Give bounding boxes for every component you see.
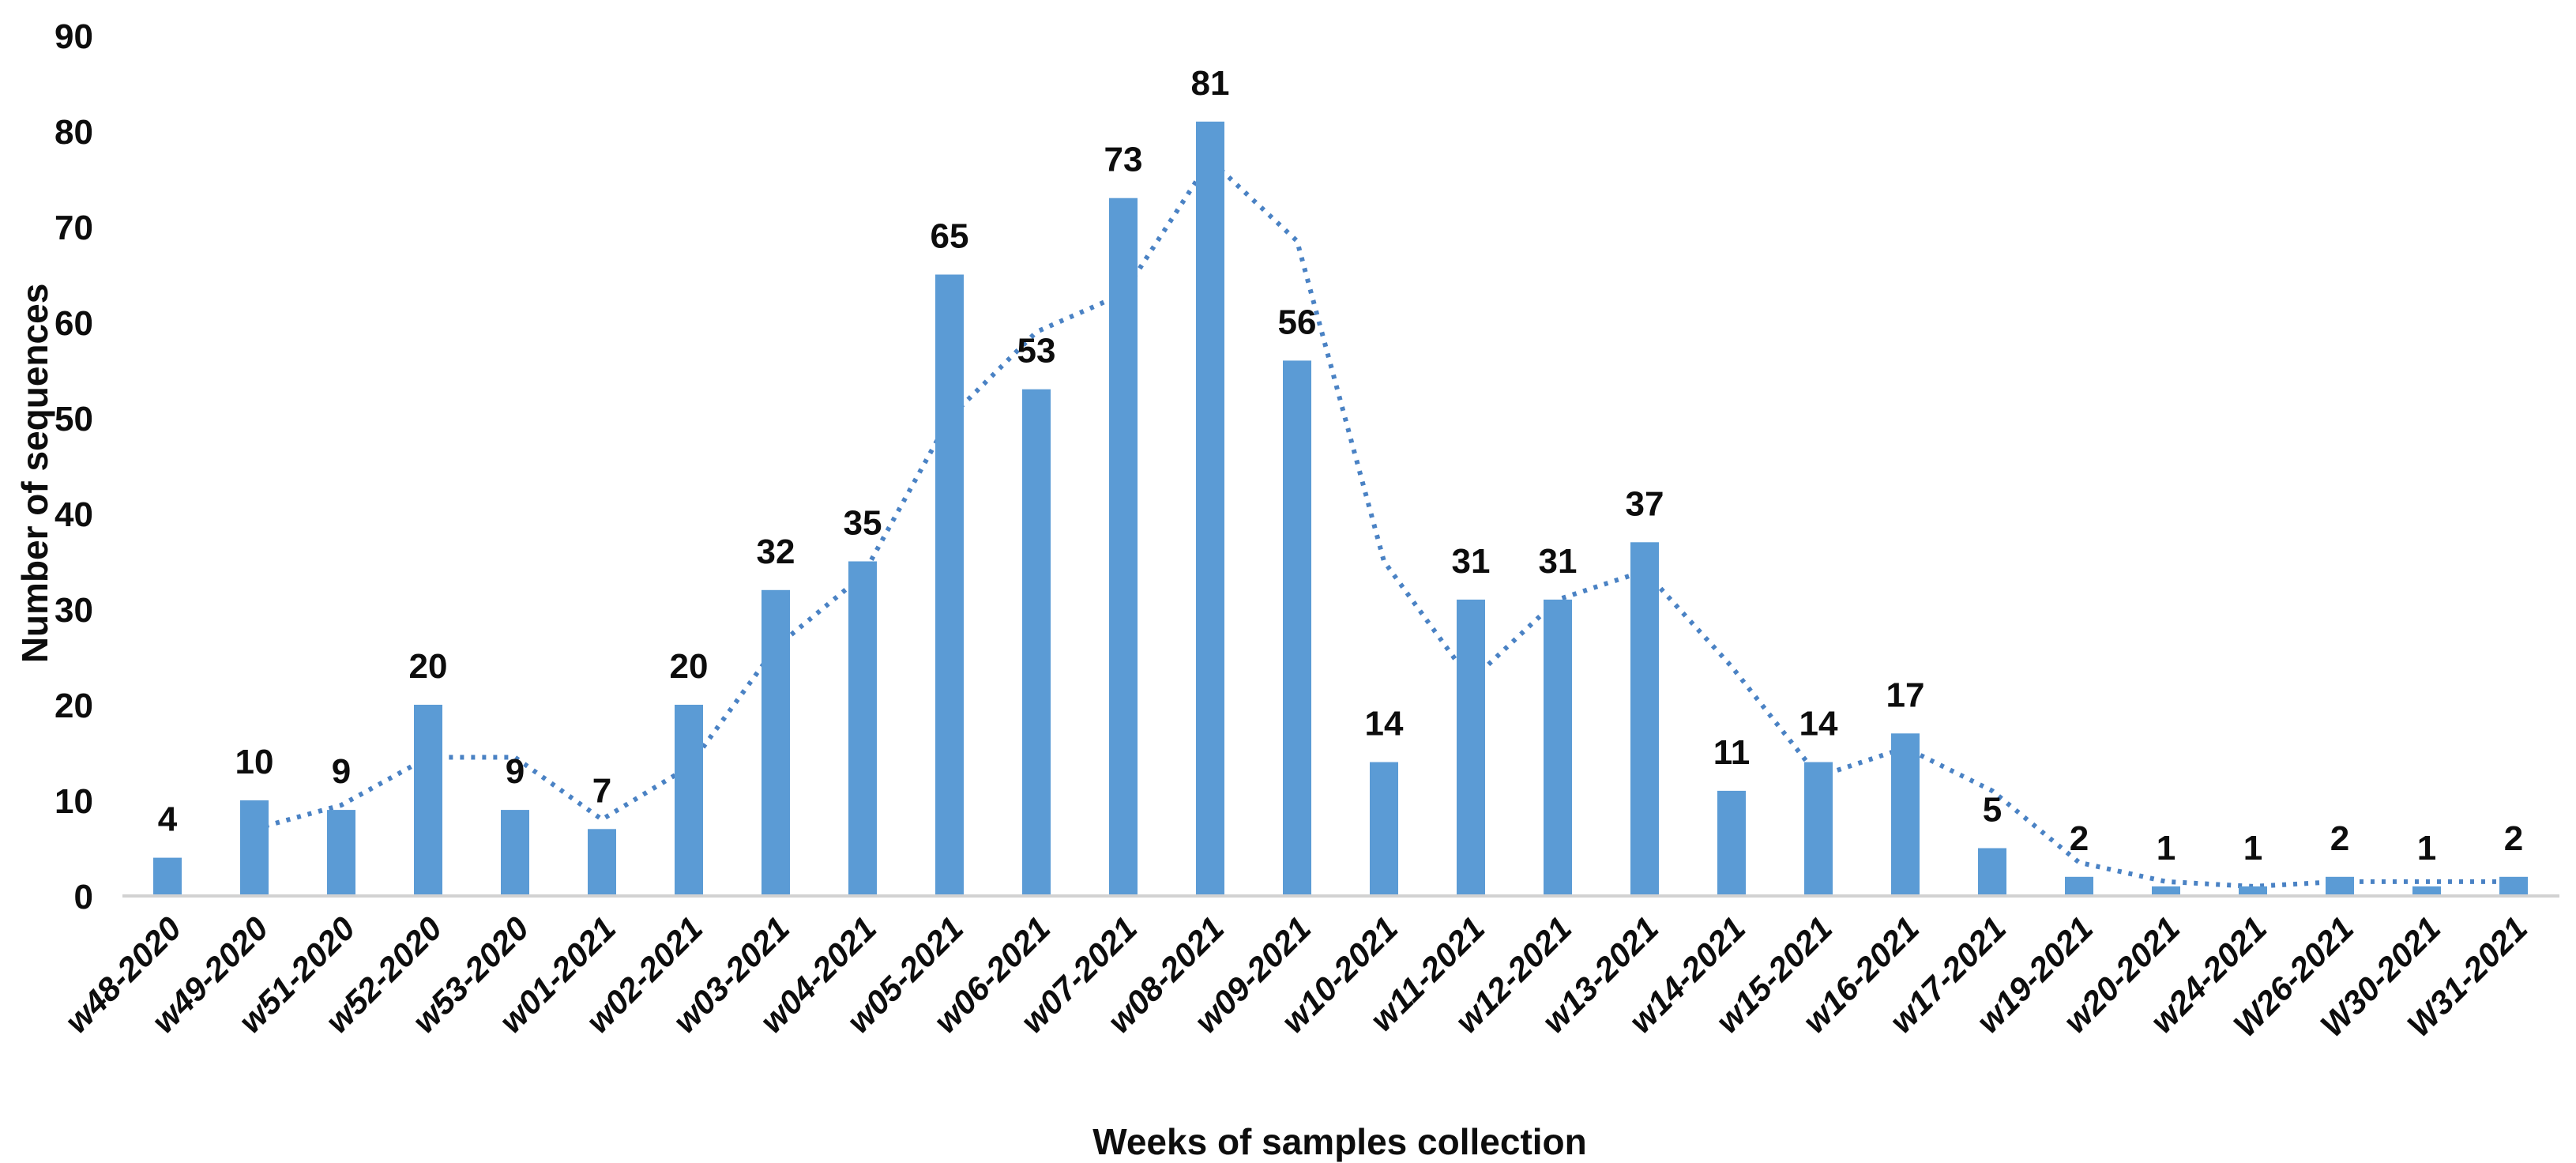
data-label: 73 [1104,141,1143,179]
data-label: 35 [844,504,882,543]
data-label: 65 [931,217,969,256]
y-tick-label: 80 [55,113,93,152]
bar-w09-2021 [1283,360,1311,896]
y-tick-label: 30 [55,591,93,630]
data-label: 17 [1886,676,1925,714]
bar-w16-2021 [1891,733,1920,896]
data-label: 31 [1539,542,1578,581]
data-label: 81 [1191,64,1230,103]
bar-w53-2020 [501,810,529,896]
y-tick-label: 90 [55,17,93,56]
data-label: 9 [332,752,351,791]
y-tick-label: 20 [55,687,93,725]
y-axis-title: Number of sequences [14,283,55,664]
bar-w20-2021 [2152,886,2180,896]
bar-w08-2021 [1196,121,1224,896]
data-label: 14 [1799,705,1838,743]
bar-W31-2021 [2499,876,2528,896]
data-label: 56 [1278,303,1317,341]
data-label: 5 [1983,791,2002,830]
data-label: 20 [670,647,709,686]
bar-w10-2021 [1370,762,1398,896]
data-label: 2 [2070,819,2089,858]
data-label: 2 [2330,819,2349,858]
y-tick-label: 0 [74,878,93,916]
y-tick-label: 40 [55,495,93,534]
bar-W30-2021 [2412,886,2441,896]
data-label: 1 [2243,829,2262,868]
y-tick-label: 50 [55,400,93,438]
bar-w13-2021 [1630,542,1659,896]
bar-w15-2021 [1804,762,1833,896]
bar-w14-2021 [1717,790,1746,896]
data-label: 32 [757,533,795,571]
bar-w03-2021 [762,589,790,896]
bar-w07-2021 [1109,198,1138,896]
bar-w12-2021 [1544,599,1572,896]
bar-w52-2020 [414,705,442,896]
data-label: 14 [1365,705,1404,743]
bar-W26-2021 [2326,876,2354,896]
bar-w19-2021 [2065,876,2093,896]
bar-w48-2020 [153,857,182,896]
data-label: 11 [1713,733,1751,772]
x-axis-title: Weeks of samples collection [1092,1121,1587,1162]
data-label: 1 [2157,829,2175,868]
y-tick-label: 60 [55,304,93,343]
data-label: 10 [235,743,274,781]
data-label: 20 [409,647,448,686]
data-label: 31 [1452,542,1491,581]
bar-w11-2021 [1457,599,1485,896]
data-label: 7 [592,771,611,810]
data-label: 2 [2504,819,2523,858]
bar-w17-2021 [1978,848,2006,896]
bar-w06-2021 [1022,389,1051,896]
data-label: 53 [1017,332,1056,371]
bar-w24-2021 [2239,886,2267,896]
data-label: 4 [158,800,178,839]
bar-w51-2020 [327,810,355,896]
y-tick-label: 70 [55,209,93,247]
data-label: 37 [1626,484,1664,523]
data-label: 9 [506,752,525,791]
data-label: 1 [2417,829,2436,868]
bar-w02-2021 [675,705,703,896]
bar-w49-2020 [240,800,269,896]
bar-w04-2021 [848,561,877,896]
y-tick-label: 10 [55,782,93,821]
bar-w01-2021 [588,829,616,896]
bar-w05-2021 [935,274,964,896]
